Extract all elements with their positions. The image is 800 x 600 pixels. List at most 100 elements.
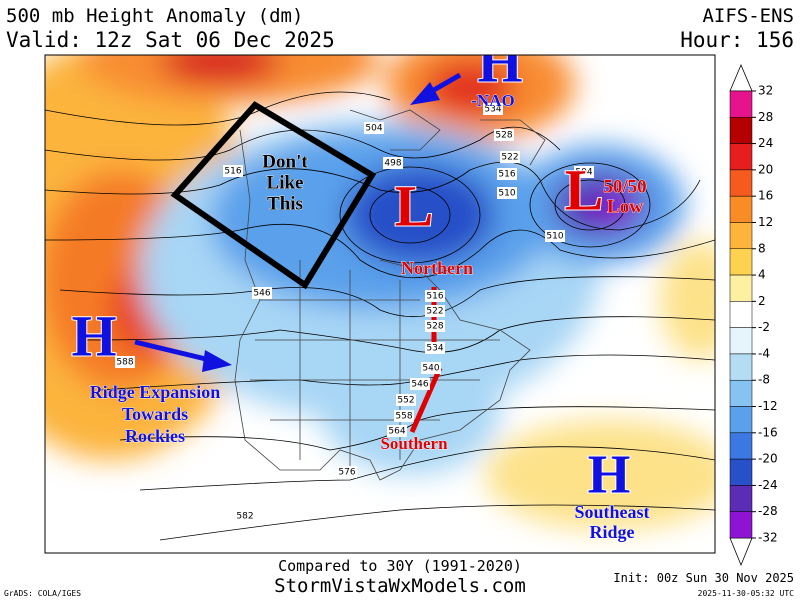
- contour-label: 552: [397, 396, 414, 406]
- colorbar-tick-label: -12: [758, 399, 778, 413]
- contour-label: 528: [495, 131, 512, 141]
- colorbar-tick-label: 8: [758, 241, 766, 255]
- contour-label-box: [545, 230, 565, 242]
- contour-label-box: [223, 165, 243, 177]
- annotation: H: [477, 29, 522, 94]
- colorbar-tick-label: 2: [758, 294, 766, 308]
- colorbar-tick-label: 32: [758, 84, 773, 98]
- colorbar-tick-label: -20: [758, 452, 778, 466]
- annotation: Northern: [401, 258, 473, 278]
- colorbar-segment: [729, 248, 753, 276]
- contour-label: 576: [338, 468, 355, 478]
- annotation: Like: [267, 172, 304, 193]
- colorbar-segment: [729, 379, 753, 407]
- grads-credit: GrADS: COLA/IGES: [4, 589, 81, 598]
- init-time: Init: 00z Sun 30 Nov 2025: [613, 571, 794, 585]
- colorbar-segment: [729, 485, 753, 512]
- colorbar-tick-label: 12: [758, 215, 773, 229]
- annotation: L: [395, 173, 434, 238]
- colorbar-segment: [729, 301, 753, 328]
- contour-label: 522: [426, 307, 443, 317]
- contour-label-box: [483, 103, 503, 115]
- model-name: AIFS-ENS: [702, 5, 794, 27]
- annotation: Southern: [380, 434, 448, 453]
- colorbar-segment: [729, 353, 753, 381]
- contour-label-box: [497, 168, 517, 180]
- colorbar-segment: [729, 274, 753, 302]
- colorbar-segment: [729, 432, 753, 460]
- colorbar-tick-label: -24: [758, 478, 778, 492]
- annotation: This: [267, 193, 303, 214]
- annotation: Ridge Expansion: [90, 382, 221, 402]
- colorbar-tick-label: -8: [758, 373, 770, 387]
- contour-label-box: [396, 394, 416, 406]
- contour-label: 534: [426, 344, 443, 354]
- colorbar-arrow-bottom: [729, 537, 753, 567]
- contour-label: 504: [365, 124, 382, 134]
- colorbar-tick-label: -28: [758, 504, 778, 518]
- timestamp: 2025-11-30-05:32 UTC: [698, 589, 795, 598]
- colorbar-segment: [729, 117, 753, 144]
- title: 500 mb Height Anomaly (dm): [6, 5, 303, 27]
- contour-label-box: [364, 122, 384, 134]
- colorbar-tick-label: 24: [758, 136, 773, 150]
- colorbar-tick-label: -32: [758, 531, 778, 545]
- contour-label: 582: [236, 512, 253, 522]
- colorbar-segment: [729, 406, 753, 434]
- contour-label-box: [115, 356, 135, 368]
- annotation: Southeast: [574, 502, 649, 522]
- colorbar-tick-label: 28: [758, 110, 773, 124]
- contour-label: 588: [116, 358, 133, 368]
- contour-label: 510: [546, 232, 563, 242]
- annotation: Don't: [262, 151, 308, 172]
- colorbar-segment: [729, 222, 753, 250]
- colorbar-segment: [729, 90, 753, 118]
- contour-label: 564: [388, 427, 405, 437]
- contour-label-box: [574, 166, 594, 178]
- colorbar-segment: [729, 143, 753, 171]
- contour-label: 540: [422, 364, 439, 374]
- contour-label-box: [425, 290, 445, 302]
- contour-label: 522: [501, 153, 518, 163]
- contour-label-box: [500, 151, 520, 163]
- contour-label: 516: [224, 167, 241, 177]
- forecast-hour: Hour: 156: [680, 28, 794, 52]
- colorbar-arrow-top: [729, 63, 753, 92]
- contour-label-box: [394, 410, 414, 422]
- annotation: Low: [607, 196, 643, 217]
- annotation: 50/50: [603, 176, 646, 197]
- annotation: L: [565, 157, 604, 222]
- map: 516 504 498 534 528 522 516 510 504 510 546 516 522 5…: [45, 29, 715, 553]
- contour-label-box: [387, 425, 407, 437]
- annotation: H: [588, 444, 631, 505]
- contour-label-box: [337, 466, 357, 478]
- contour-label-box: [425, 320, 445, 332]
- colorbar-tick-label: -16: [758, 425, 778, 439]
- colorbar-tick-label: 4: [758, 268, 766, 282]
- contour-label: 510: [498, 189, 515, 199]
- contour-label: 528: [426, 322, 443, 332]
- contour-label: 498: [384, 159, 401, 169]
- colorbar-tick-label: 20: [758, 162, 773, 176]
- contour-label-box: [410, 378, 430, 390]
- contour-label-box: [383, 157, 403, 169]
- contour-label: 546: [253, 289, 270, 299]
- contour-label-box: [235, 510, 255, 522]
- colorbar-segment: [729, 195, 753, 223]
- colorbar-segment: [729, 458, 753, 486]
- contour-label: 534: [484, 105, 501, 115]
- site-name: StormVistaWxModels.com: [274, 575, 526, 597]
- contour-label-box: [421, 362, 441, 374]
- contour-label: 504: [575, 168, 592, 178]
- colorbar-tick-label: 16: [758, 189, 773, 203]
- contour-label: 516: [498, 170, 515, 180]
- colorbar-segment: [729, 511, 753, 539]
- contour-label-box: [425, 342, 445, 354]
- annotation: H: [71, 303, 116, 368]
- contour-label: 546: [411, 380, 428, 390]
- colorbar-tick-label: -2: [758, 320, 770, 334]
- colorbar-segment: [729, 169, 753, 197]
- contour-label: 516: [426, 292, 443, 302]
- annotation: Rockies: [125, 426, 185, 446]
- contour-label-box: [494, 129, 514, 141]
